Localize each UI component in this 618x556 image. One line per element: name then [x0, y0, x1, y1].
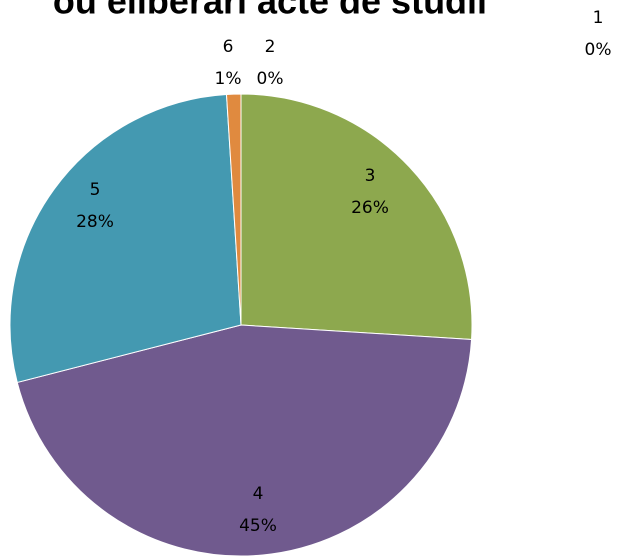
pie-slice: [9, 93, 242, 384]
slice-value-label: 26%: [351, 198, 389, 218]
slice-value-label: 1%: [215, 69, 242, 89]
slice-category-label: 3: [365, 166, 376, 186]
slice-value-label: 0%: [585, 40, 612, 60]
slice-category-label: 6: [223, 37, 234, 57]
slice-value-label: 45%: [239, 516, 277, 536]
pie-slice: [225, 93, 242, 326]
chart-title: ou eliberari acte de studii: [53, 0, 487, 22]
slice-value-label: 0%: [257, 69, 284, 89]
pie-slice: [16, 324, 473, 556]
slice-category-label: 1: [593, 8, 604, 28]
slice-category-label: 2: [265, 37, 276, 57]
slice-category-label: 5: [90, 180, 101, 200]
slice-category-label: 4: [253, 484, 264, 504]
slice-value-label: 28%: [76, 212, 114, 232]
pie-slice: [240, 93, 473, 341]
